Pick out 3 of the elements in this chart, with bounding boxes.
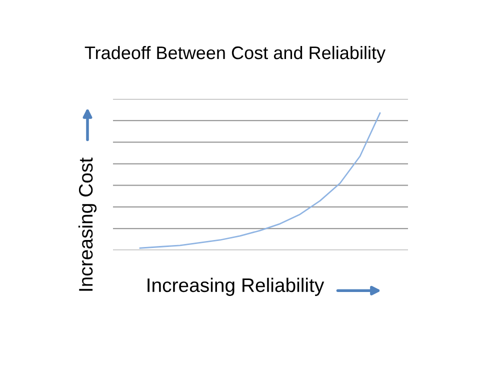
x-axis-title: Increasing Reliability bbox=[148, 278, 324, 296]
chart-title: Tradeoff Between Cost and Reliability bbox=[84, 46, 386, 63]
y-axis-title: Increasing Cost bbox=[78, 158, 97, 291]
